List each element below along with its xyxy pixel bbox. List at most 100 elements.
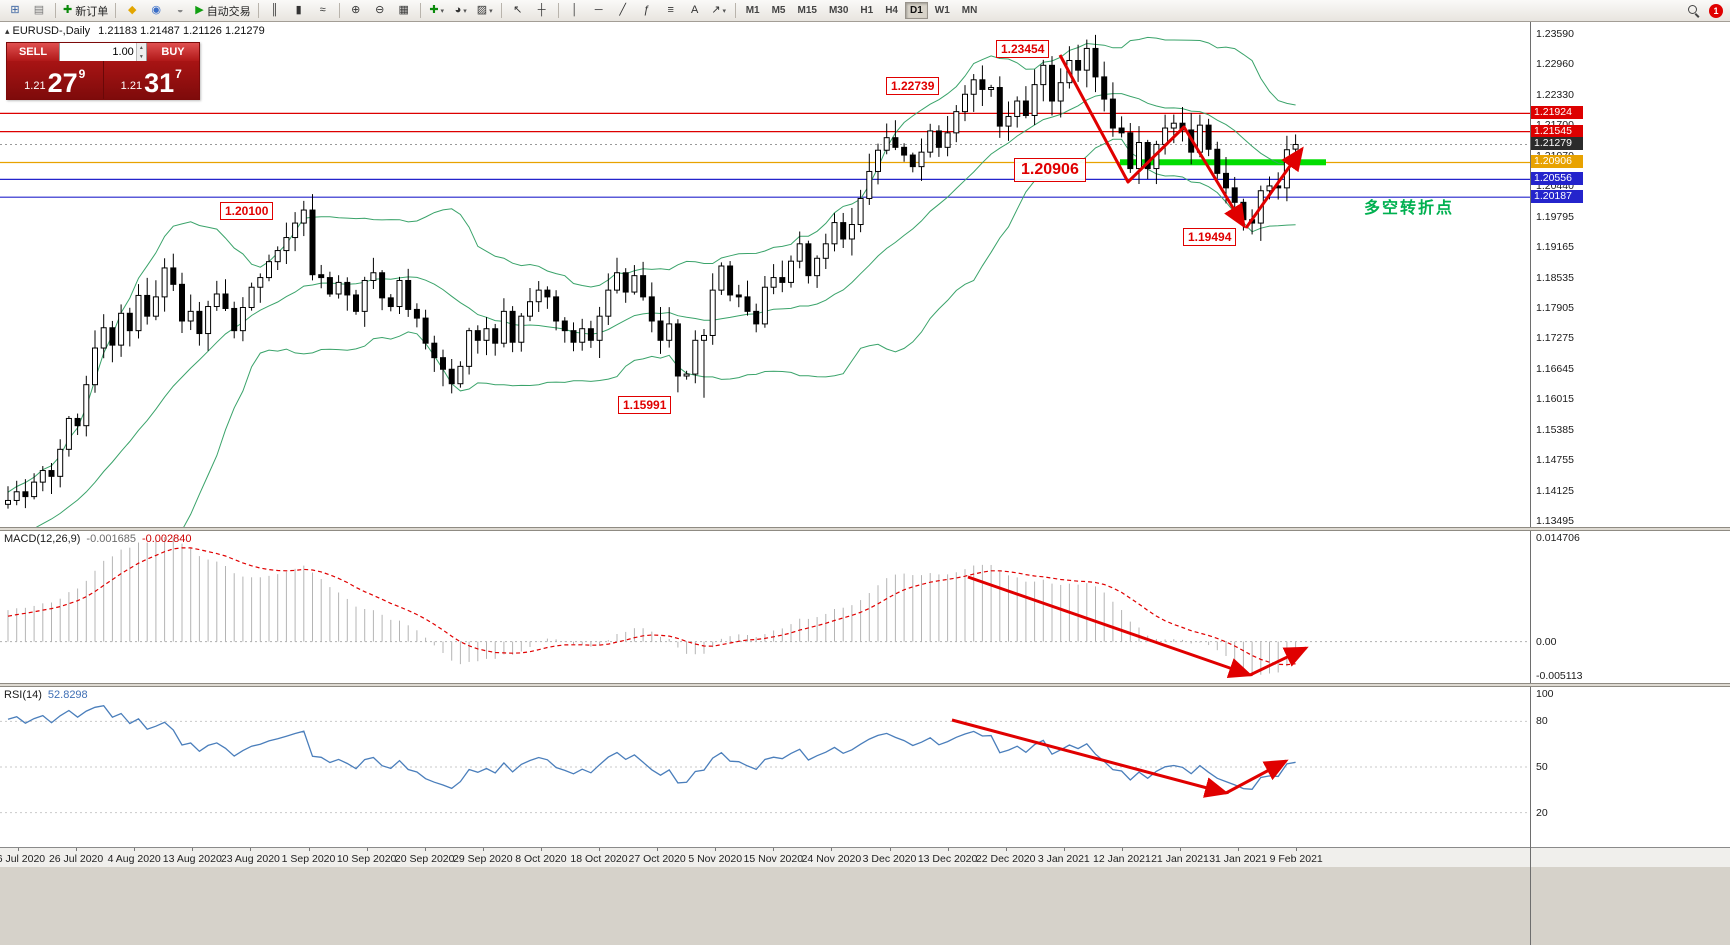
date-tick — [192, 848, 194, 851]
new-chart-button[interactable]: ⊞ — [3, 1, 27, 21]
zoom-out-icon: ⊖ — [375, 4, 385, 16]
date-tick — [889, 848, 891, 851]
price-callout[interactable]: 1.22739 — [886, 77, 940, 95]
sell-button[interactable]: SELL — [7, 43, 59, 61]
axis-corner — [1531, 847, 1730, 867]
volume-decrease-button[interactable]: ▼ — [136, 52, 146, 61]
price-callout[interactable]: 1.20100 — [220, 202, 274, 220]
date-label: 5 Nov 2020 — [688, 853, 743, 865]
date-label: 4 Aug 2020 — [107, 853, 161, 865]
tile-windows-icon: ▦ — [398, 4, 409, 16]
macd-trend-arrows[interactable] — [967, 575, 1309, 679]
rsi-canvas[interactable] — [0, 687, 1530, 847]
rsi-axis-label: 50 — [1536, 761, 1548, 773]
periods-button[interactable]: ◕ ▾ — [449, 1, 473, 21]
date-tick — [657, 848, 659, 851]
timeframe-m30-button[interactable]: M30 — [828, 5, 849, 16]
templates-button[interactable]: ▨ ▾ — [473, 1, 497, 21]
bar-chart-mode-button[interactable]: ║ — [263, 1, 287, 21]
pane-resize-handle[interactable] — [0, 527, 1730, 531]
tile-windows-button[interactable]: ▦ — [392, 1, 416, 21]
timeframe-m1-button[interactable]: M1 — [745, 5, 760, 16]
trend-arrows[interactable] — [1058, 54, 1304, 229]
price-divider — [102, 61, 104, 99]
fibonacci-button[interactable]: ƒ — [635, 1, 659, 21]
rsi-label: RSI(14) 52.8298 — [4, 689, 88, 701]
date-label: 10 Sep 2020 — [336, 853, 397, 865]
date-label: 12 Jan 2021 — [1092, 853, 1151, 865]
timeframe-m5-button[interactable]: M5 — [771, 5, 786, 16]
buy-price-pips: 31 — [144, 68, 175, 99]
date-tick — [831, 848, 833, 851]
buy-button[interactable]: BUY — [147, 43, 199, 61]
one-click-trading-icon-button[interactable]: ◆ — [120, 1, 144, 21]
timeframe-h4-button[interactable]: H4 — [885, 5, 898, 16]
candlestick-mode-button[interactable]: ▮ — [287, 1, 311, 21]
cursor-button[interactable]: ↖ — [506, 1, 530, 21]
autotrading-button[interactable]: ▶ 自动交易 — [192, 1, 253, 21]
trendline-button[interactable]: ╱ — [611, 1, 635, 21]
price-callout[interactable]: 1.23454 — [996, 40, 1050, 58]
text-button[interactable]: A — [683, 1, 707, 21]
date-tick — [1296, 848, 1298, 851]
price-callout[interactable]: 1.19494 — [1183, 228, 1237, 246]
navigator-icon: ◒ — [176, 4, 184, 16]
rsi-indicator-pane: RSI(14) 52.8298 — [0, 687, 1530, 847]
date-tick — [76, 848, 78, 851]
autotrading-button-label: 自动交易 — [206, 5, 251, 18]
date-label: 23 Aug 2020 — [220, 853, 280, 865]
horizontal-lines[interactable] — [0, 112, 1530, 198]
candles — [5, 34, 1299, 509]
macd-axis-label: 0.014706 — [1536, 532, 1580, 544]
navigator-button[interactable]: ◒ — [168, 1, 192, 21]
search-button[interactable] — [1681, 1, 1705, 21]
timeframe-m15-button[interactable]: M15 — [797, 5, 817, 16]
new-order-icon: ✚ — [63, 4, 73, 16]
support-zone[interactable] — [1120, 159, 1326, 166]
date-tick — [540, 848, 542, 851]
volume-increase-button[interactable]: ▲ — [136, 43, 146, 52]
trend-note-text[interactable]: 多空转折点 — [1364, 200, 1455, 217]
line-chart-mode-button[interactable]: ≈ — [311, 1, 335, 21]
zoom-in-button[interactable]: ⊕ — [344, 1, 368, 21]
indicators-button[interactable]: ✚ ▾ — [425, 1, 449, 21]
fibonacci-icon: ƒ — [643, 4, 650, 16]
date-label: 9 Feb 2021 — [1269, 853, 1323, 865]
main-chart-canvas[interactable] — [0, 22, 1530, 527]
pane-resize-handle[interactable] — [0, 683, 1730, 687]
crosshair-button[interactable]: ┼ — [530, 1, 554, 21]
price-tick-label: 1.19795 — [1536, 210, 1574, 223]
caret-down-icon: ▾ — [722, 7, 727, 15]
trendline-icon: ╱ — [619, 4, 626, 16]
date-tick — [250, 848, 252, 851]
arrows-tool-button[interactable]: ↗ ▾ — [707, 1, 731, 21]
horizontal-line-button[interactable]: ─ — [587, 1, 611, 21]
notification-badge[interactable]: 1 — [1709, 3, 1723, 18]
timeframe-mn-button[interactable]: MN — [961, 5, 978, 16]
date-tick — [1121, 848, 1123, 851]
rsi-trend-arrows[interactable] — [951, 718, 1289, 798]
chart-title: ▴ EURUSD-,Daily 1.21183 1.21487 1.21126 1.… — [5, 25, 265, 37]
price-axis[interactable]: 1.235901.229601.223301.217001.210701.204… — [1530, 22, 1730, 945]
vertical-line-button[interactable]: │ — [563, 1, 587, 21]
shapes-button[interactable]: ≡ — [659, 1, 683, 21]
zoom-out-button[interactable]: ⊖ — [368, 1, 392, 21]
profiles-button[interactable]: ▤ — [27, 1, 51, 21]
buy-price[interactable]: 1.21 31 7 — [104, 61, 200, 99]
timeframe-h1-button[interactable]: H1 — [860, 5, 874, 16]
market-watch-button[interactable]: ◉ — [144, 1, 168, 21]
timeframe-d1-button[interactable]: D1 — [905, 2, 928, 19]
sell-price[interactable]: 1.21 27 9 — [7, 61, 103, 99]
price-tick-label: 1.17275 — [1536, 332, 1574, 345]
new-order-button[interactable]: ✚ 新订单 — [60, 1, 111, 21]
search-icon — [1687, 4, 1700, 17]
macd-canvas[interactable] — [0, 531, 1530, 683]
main-toolbar: ⊞ ▤ ✚ 新订单 ◆ ◉ ◒ ▶ 自动交易 ║ ▮ ≈ ⊕ ⊖ ▦ ✚ ▾ ◕ ▾ ▨ ▾ ↖ ┼ │ ─ ╱ ƒ ≡ A ↗ ▾ M1 M5… — [0, 0, 1730, 22]
price-tag: 1.21279 — [1531, 137, 1583, 151]
volume-input[interactable] — [60, 43, 136, 61]
timeframe-w1-button[interactable]: W1 — [934, 5, 950, 16]
price-callout[interactable]: 1.20906 — [1014, 158, 1086, 182]
date-label: 18 Oct 2020 — [570, 853, 628, 865]
price-callout[interactable]: 1.15991 — [618, 396, 672, 414]
